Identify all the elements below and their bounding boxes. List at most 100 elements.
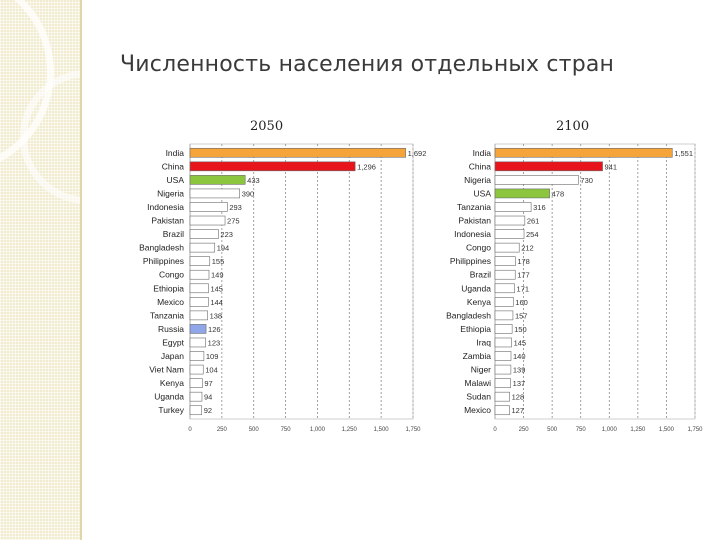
value-label: 390	[242, 189, 255, 198]
category-label: USA	[474, 188, 492, 198]
plot-frame	[189, 143, 414, 420]
x-tick-label: 500	[547, 427, 558, 433]
value-label: 316	[533, 203, 546, 212]
category-label: Indonesia	[147, 202, 184, 212]
chart-title-2100: 2100	[556, 119, 590, 134]
value-label: 155	[212, 257, 225, 266]
category-label: Uganda	[154, 392, 184, 402]
bar	[494, 175, 579, 185]
category-label: Congo	[466, 243, 491, 253]
category-label: Ethiopia	[153, 283, 184, 293]
bar	[494, 364, 512, 375]
category-label: USA	[167, 175, 185, 185]
value-label: 128	[512, 393, 525, 402]
value-label: 145	[514, 338, 527, 347]
x-tick-label: 0	[493, 427, 497, 433]
value-label: 104	[205, 366, 218, 375]
category-label: Bangladesh	[446, 310, 491, 320]
value-label: 157	[515, 311, 528, 320]
x-tick-label: 250	[217, 427, 228, 433]
category-label: Tanzania	[457, 202, 491, 212]
value-label: 293	[229, 203, 242, 212]
bar	[494, 256, 516, 266]
category-label: Uganda	[461, 283, 491, 293]
category-label: Viet Nam	[149, 365, 184, 375]
category-label: Tanzania	[150, 310, 184, 320]
value-label: 171	[517, 284, 530, 293]
value-label: 941	[605, 162, 618, 171]
category-label: China	[469, 161, 491, 171]
bar	[189, 147, 406, 158]
bar	[494, 310, 514, 321]
category-label: India	[473, 148, 492, 158]
side-panel-edge	[80, 0, 82, 540]
category-label: Russia	[158, 324, 184, 334]
value-label: 140	[513, 352, 526, 361]
value-label: 94	[204, 393, 212, 402]
x-tick-label: 1,000	[310, 427, 326, 433]
bar	[189, 391, 203, 402]
value-label: 730	[580, 176, 593, 185]
bar	[189, 256, 211, 266]
category-label: Congo	[159, 270, 184, 280]
category-label: Niger	[471, 365, 491, 375]
value-label: 160	[515, 298, 528, 307]
bar	[189, 310, 208, 321]
bar	[189, 324, 207, 334]
chart-title-2050: 2050	[250, 119, 284, 134]
bar	[189, 161, 356, 172]
bar	[494, 297, 514, 307]
bar	[189, 337, 206, 348]
category-label: Mexico	[157, 297, 184, 307]
value-label: 178	[517, 257, 530, 266]
value-label: 1,692	[408, 149, 427, 158]
bar	[189, 229, 219, 239]
bar	[189, 378, 203, 388]
x-tick-label: 1,500	[374, 427, 390, 433]
x-tick-label: 1,000	[602, 427, 618, 433]
x-tick-label: 750	[281, 427, 292, 433]
value-label: 144	[210, 298, 223, 307]
category-label: Nigeria	[464, 175, 491, 185]
value-label: 194	[217, 244, 230, 253]
bar	[494, 215, 526, 226]
bar	[494, 147, 673, 158]
category-label: Indonesia	[454, 229, 491, 239]
category-label: Bangladesh	[139, 243, 184, 253]
bar	[494, 283, 515, 294]
value-label: 138	[210, 311, 223, 320]
value-label: 149	[211, 271, 224, 280]
value-label: 145	[210, 284, 223, 293]
category-label: Philippines	[143, 256, 184, 266]
bar	[494, 378, 511, 388]
bar	[494, 324, 513, 334]
value-label: 150	[514, 325, 527, 334]
x-tick-label: 1,250	[342, 427, 358, 433]
bar	[494, 405, 510, 416]
category-label: Sudan	[466, 392, 491, 402]
category-label: Pakistan	[458, 216, 491, 226]
bar	[189, 242, 216, 253]
value-label: 275	[227, 217, 240, 226]
value-label: 433	[247, 176, 260, 185]
category-label: Turkey	[158, 405, 184, 415]
value-label: 1,296	[357, 162, 376, 171]
x-tick-label: 1,750	[405, 427, 421, 433]
category-label: Egypt	[162, 337, 184, 347]
value-label: 139	[513, 366, 526, 375]
bar	[494, 351, 512, 361]
bar	[189, 297, 209, 307]
category-label: Kenya	[467, 297, 491, 307]
plot-frame	[494, 143, 696, 420]
bar	[189, 283, 209, 294]
bar	[189, 202, 228, 212]
bar	[189, 269, 210, 280]
bar	[494, 161, 603, 172]
bar	[494, 337, 512, 348]
bar	[494, 269, 516, 280]
value-label: 137	[513, 379, 526, 388]
slide-title: Численность населения отдельных стран	[120, 52, 615, 77]
value-label: 92	[204, 406, 212, 415]
bar	[494, 188, 550, 199]
